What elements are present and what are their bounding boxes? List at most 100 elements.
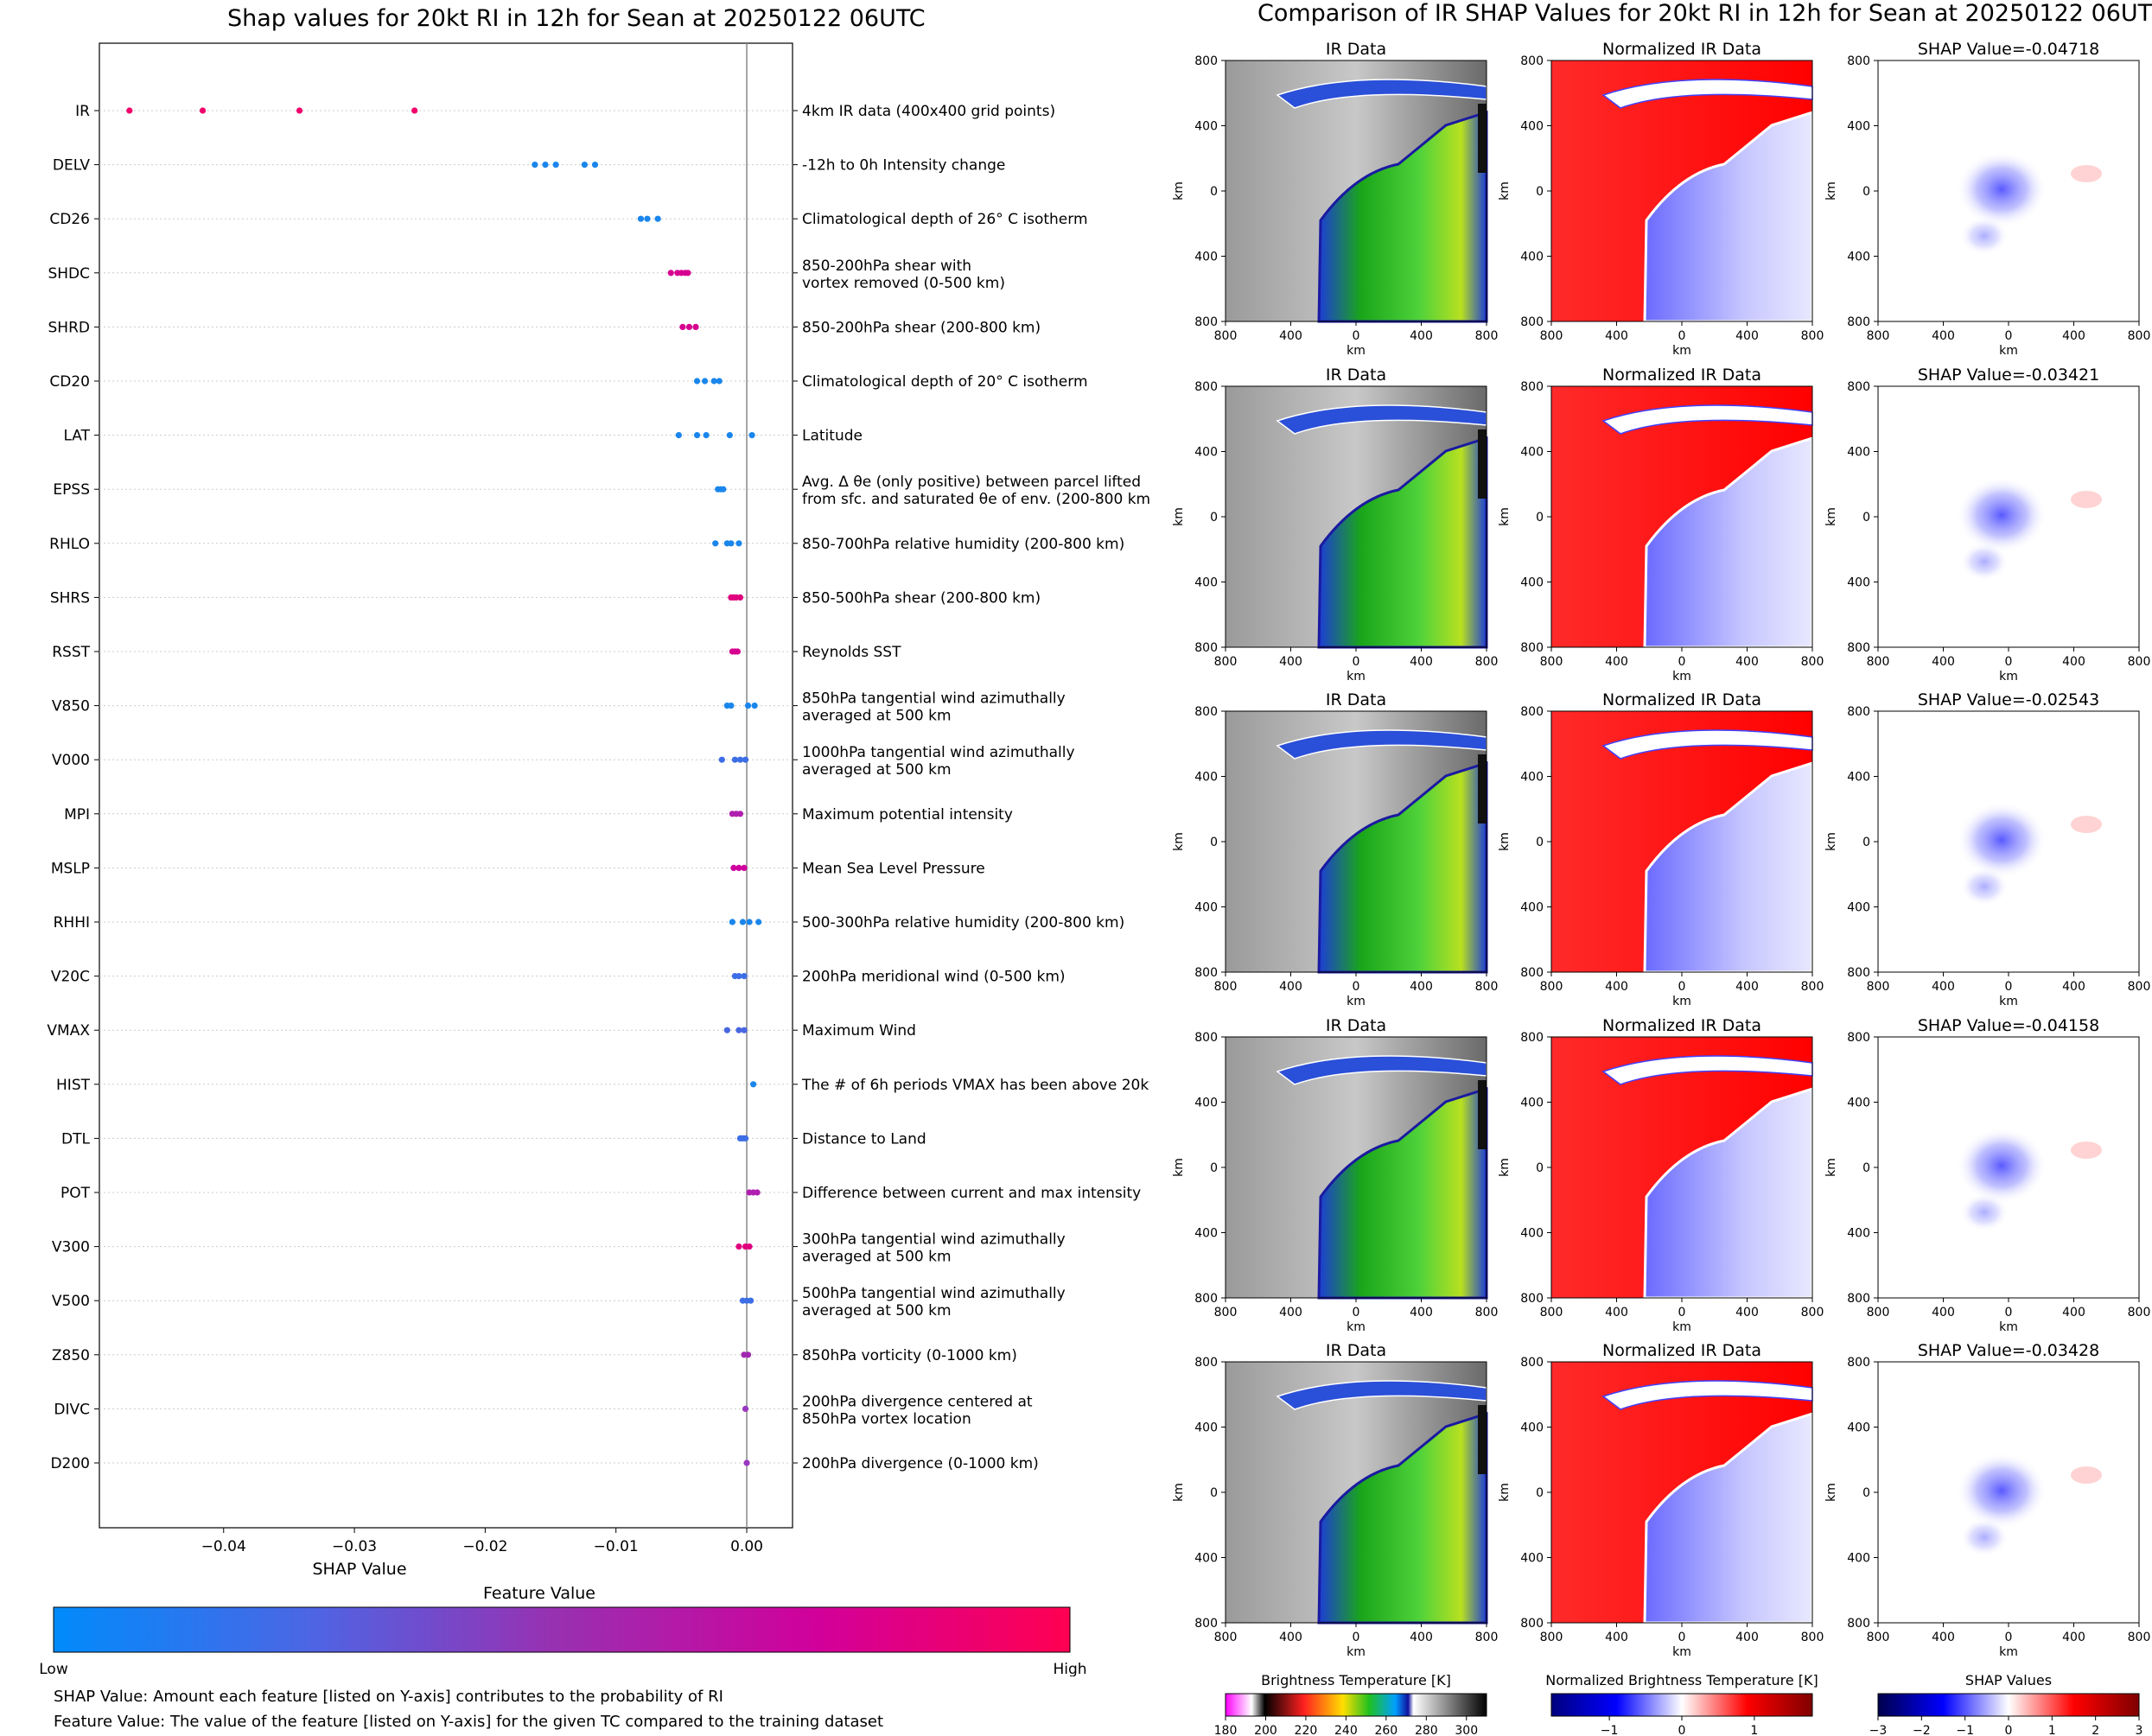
panel-x-tick-label: 800	[1801, 1306, 1824, 1319]
shap-point	[741, 864, 748, 872]
panel-y-tick-label: 400	[1847, 120, 1870, 134]
panel-x-tick-label: 400	[2062, 329, 2085, 343]
shap-map-title: SHAP Value=-0.03421	[1918, 366, 2099, 385]
panel-y-tick-label: 400	[1847, 771, 1870, 785]
feature-label: CD26	[49, 211, 90, 228]
panel-x-tick-label: 400	[2062, 980, 2085, 994]
panel-x-tick-label: 0	[1678, 1631, 1686, 1644]
panel-y-tick-label: 400	[1520, 120, 1544, 134]
shap-point	[736, 594, 744, 601]
shap-negative-blob	[1957, 1128, 2047, 1204]
ir-cold-cloud	[1317, 1411, 1488, 1625]
panel-y-tick-label: 400	[1847, 1552, 1870, 1566]
panel-x-tick-label: 800	[1214, 655, 1238, 669]
normalized-cold-region	[1643, 1086, 1814, 1300]
feature-description: -12h to 0h Intensity change	[802, 157, 1005, 175]
panel-y-tick-label: 800	[1847, 54, 1870, 68]
feature-description: 850-700hPa relative humidity (200-800 km…	[802, 536, 1124, 553]
shap-point	[729, 919, 735, 925]
panel-x-tick-label: 800	[2128, 329, 2151, 343]
colorbar-tick-label: 0	[1678, 1724, 1686, 1736]
shap-map-title: SHAP Value=-0.04158	[1918, 1016, 2099, 1035]
panel-x-tick-label: 400	[1605, 1631, 1628, 1644]
panel-y-axis-label: km	[1498, 832, 1512, 851]
panel-x-tick-label: 800	[1214, 980, 1238, 994]
shap-point	[754, 1189, 761, 1196]
panel-x-axis-label: km	[1672, 1320, 1691, 1334]
shap-point	[667, 270, 674, 277]
panel-y-tick-label: 800	[1194, 380, 1218, 394]
feature-label: MPI	[64, 806, 90, 823]
shap-point	[735, 1243, 742, 1250]
panel-y-tick-label: 400	[1520, 1097, 1544, 1110]
panel-y-tick-label: 800	[1847, 315, 1870, 329]
colorbar-tick-label: 220	[1295, 1724, 1318, 1736]
panel-x-axis-label: km	[1672, 670, 1691, 684]
shap-point	[748, 432, 755, 439]
normalized-ir-panel-title: Normalized IR Data	[1602, 690, 1761, 709]
panel-y-tick-label: 0	[1210, 1486, 1218, 1500]
panel-y-tick-label: 400	[1194, 1552, 1218, 1566]
feature-label: V850	[52, 698, 90, 715]
panel-x-tick-label: 800	[1475, 329, 1499, 343]
feature-value-colorbar	[53, 1606, 1071, 1653]
panel-x-tick-label: 400	[2062, 1306, 2085, 1319]
shap-point	[731, 756, 739, 763]
panel-y-tick-label: 400	[1847, 1227, 1870, 1241]
panel-x-axis-label: km	[1347, 1320, 1366, 1334]
panel-x-tick-label: 800	[1540, 1631, 1563, 1644]
shap-negative-blob	[1957, 151, 2047, 227]
normalized-ir-panel-title: Normalized IR Data	[1602, 40, 1761, 59]
panel-x-tick-label: 0	[1678, 980, 1686, 994]
colorbar-tick-label: 300	[1455, 1724, 1478, 1736]
colorbar-tick-label: 0	[2005, 1724, 2013, 1736]
feature-description: Climatological depth of 26° C isotherm	[802, 211, 1088, 228]
panel-x-tick-label: 800	[1214, 1306, 1238, 1319]
feature-description: Mean Sea Level Pressure	[802, 860, 985, 877]
panel-x-tick-label: 800	[1801, 1631, 1824, 1644]
colorbar-tick-label: 280	[1415, 1724, 1438, 1736]
panel-x-tick-label: 400	[1605, 655, 1628, 669]
panel-x-axis-label: km	[1999, 670, 2018, 684]
shap-point	[710, 378, 717, 385]
beeswarm-chart: IR 4km IR data (400x400 grid points) DELV -…	[39, 42, 1149, 1676]
panel-x-tick-label: 400	[2062, 1631, 2085, 1644]
ir-panel-grid: IR Data 800 800 400 400 0 0 400 400 800 800 km km Nor…	[1172, 40, 2151, 1736]
shap-positive-blob	[2071, 816, 2102, 833]
panel-y-axis-label: km	[1824, 1483, 1838, 1502]
panel-x-tick-label: 400	[1932, 980, 1955, 994]
feature-description: averaged at 500 km	[802, 1302, 952, 1319]
shap-negative-blob	[1957, 477, 2047, 553]
feature-description: 300hPa tangential wind azimuthally	[802, 1231, 1066, 1249]
panel-y-tick-label: 400	[1847, 251, 1870, 264]
ir-data-panel-title: IR Data	[1326, 690, 1386, 709]
shap-point	[750, 1081, 757, 1088]
shap-point	[720, 486, 727, 493]
brightness-temperature-colorbar-label: Brightness Temperature [K]	[1261, 1672, 1451, 1688]
plot-frame	[99, 42, 793, 1529]
panel-x-tick-label: 400	[1735, 329, 1759, 343]
shap-point	[723, 1027, 730, 1033]
panel-x-axis-label: km	[1999, 1320, 2018, 1334]
panel-y-tick-label: 0	[1536, 1486, 1544, 1500]
panel-x-tick-label: 400	[1279, 1631, 1302, 1644]
panel-y-tick-label: 800	[1520, 966, 1544, 980]
panel-x-tick-label: 800	[1867, 1306, 1890, 1319]
panel-x-tick-label: 800	[1867, 655, 1890, 669]
feature-description: 850-200hPa shear (200-800 km)	[802, 319, 1041, 336]
panel-x-tick-label: 400	[2062, 655, 2085, 669]
left-chart-title: Shap values for 20kt RI in 12h for Sean …	[227, 5, 926, 32]
panel-y-tick-label: 400	[1520, 901, 1544, 915]
shap-point	[685, 323, 693, 330]
feature-description: Maximum Wind	[802, 1022, 916, 1040]
shap-point	[644, 215, 651, 222]
feature-description: 200hPa meridional wind (0-500 km)	[802, 969, 1066, 986]
panel-y-tick-label: 800	[1847, 1031, 1870, 1045]
panel-y-tick-label: 0	[1210, 1161, 1218, 1175]
panel-x-axis-label: km	[1999, 995, 2018, 1008]
panel-y-tick-label: 400	[1194, 771, 1218, 785]
feature-description: Climatological depth of 20° C isotherm	[802, 373, 1088, 391]
x-tick-label: −0.03	[332, 1538, 377, 1555]
shap-point	[755, 919, 762, 925]
x-tick-label: −0.01	[594, 1538, 639, 1555]
